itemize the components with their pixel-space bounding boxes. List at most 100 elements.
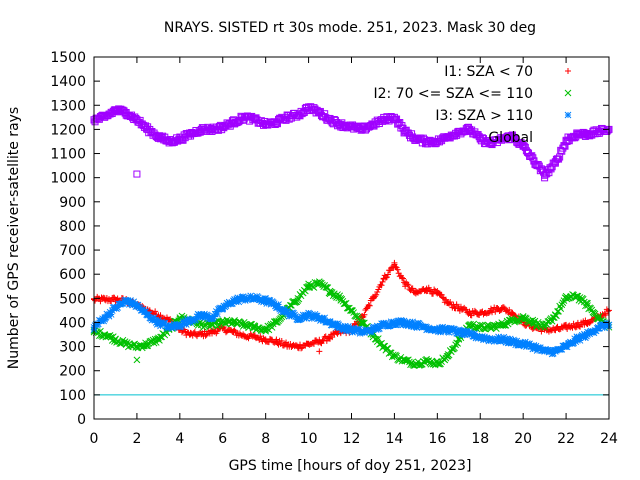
data-point-interp: [404, 281, 411, 288]
data-point-interp: [384, 345, 392, 352]
y-tick-label: 100: [59, 388, 86, 404]
data-point-interp: [530, 342, 538, 349]
data-point-interp: [187, 319, 194, 327]
x-tick-label: 2: [132, 431, 141, 447]
data-point-interp: [191, 328, 198, 335]
y-axis: 0 100 200 300 400 500 600 700 800 900 1000 1100 1200…: [50, 50, 609, 428]
data-point-interp: [155, 316, 162, 324]
y-tick-label: 0: [77, 412, 86, 428]
data-point-interp: [463, 306, 470, 313]
data-point-interp: [485, 337, 493, 345]
data-point-interp: [564, 326, 571, 333]
data-point-interp: [247, 292, 254, 300]
data-point-interp: [234, 294, 242, 302]
data-point-interp: [321, 334, 328, 341]
y-tick-label: 1200: [50, 122, 86, 138]
data-point-interp: [326, 318, 334, 325]
data-point-interp: [101, 315, 109, 323]
data-point-interp: [549, 314, 557, 321]
data-point-interp: [505, 339, 513, 347]
data-point-interp: [292, 313, 300, 320]
data-point-interp: [502, 338, 510, 346]
data-point-interp: [145, 311, 153, 318]
data-point-interp: [347, 307, 354, 314]
data-point-interp: [405, 282, 412, 289]
data-point-interp: [384, 271, 391, 278]
y-tick-label: 1000: [50, 171, 86, 187]
data-point-interp: [459, 327, 467, 334]
legend: I1: SZA < 70 I2: 70 <= SZA <= 110 I3: SZA …: [373, 64, 572, 146]
data-point-interp: [114, 304, 121, 311]
data-point-interp: [400, 275, 406, 282]
data-point-interp: [451, 326, 458, 333]
data-point-interp: [575, 323, 582, 330]
data-point-interp: [358, 320, 366, 327]
data-point-interp: [400, 317, 408, 325]
data-point-interp: [409, 318, 417, 326]
legend-label: I2: 70 <= SZA <= 110: [373, 86, 533, 102]
x-axis: 0 2 4 6 8 10 12 14 16 18 20 22 24: [90, 57, 618, 447]
data-point-interp: [604, 322, 612, 330]
data-point-interp: [182, 321, 190, 328]
data-point-interp: [520, 342, 528, 350]
legend-marker: [564, 89, 572, 97]
x-tick-label: 0: [90, 431, 99, 447]
data-point-interp: [437, 328, 444, 336]
data-point-interp: [558, 346, 566, 353]
outlier-point: [316, 348, 323, 355]
data-point-interp: [500, 304, 507, 311]
data-point-interp: [329, 334, 336, 341]
data-point-interp: [604, 126, 612, 134]
x-tick-label: 24: [600, 431, 618, 447]
data-point-interp: [435, 360, 442, 368]
data-point-interp: [199, 314, 206, 322]
data-point-interp: [485, 309, 492, 316]
data-point-interp: [150, 339, 158, 347]
data-point-interp: [570, 339, 577, 347]
data-point-interp: [214, 310, 221, 318]
data-point-interp: [378, 282, 385, 289]
data-point-interp: [324, 284, 332, 291]
data-point-interp: [600, 321, 607, 328]
data-point-interp: [411, 321, 419, 329]
data-point-interp: [439, 323, 447, 331]
data-point-interp: [321, 314, 329, 322]
data-point-interp: [492, 337, 500, 344]
data-point-interp: [196, 313, 204, 321]
data-point-interp: [382, 274, 389, 281]
data-point-interp: [366, 302, 373, 309]
data-point-interp: [572, 324, 579, 331]
data-point-interp: [270, 300, 278, 308]
data-point-interp: [365, 301, 372, 308]
data-point-interp: [506, 306, 513, 313]
data-point-interp: [601, 324, 609, 332]
y-tick-label: 700: [59, 243, 86, 259]
data-point-interp: [553, 312, 560, 320]
y-tick-label: 500: [59, 291, 86, 307]
data-point-interp: [275, 301, 282, 308]
data-point-interp: [260, 298, 267, 306]
y-axis-label: Number of GPS receiver-satellite rays: [6, 107, 22, 369]
data-point-interp: [298, 313, 306, 321]
data-point-interp: [152, 308, 159, 315]
data-point-interp: [406, 319, 413, 326]
data-point-interp: [557, 305, 565, 313]
data-point-interp: [495, 333, 502, 341]
y-tick-label: 800: [59, 219, 86, 235]
x-tick-label: 6: [218, 431, 227, 447]
data-point-interp: [349, 307, 356, 314]
data-point-interp: [584, 299, 591, 307]
data-point-interp: [396, 320, 404, 328]
data-point-interp: [394, 266, 401, 273]
data-point-interp: [454, 340, 462, 347]
data-point-interp: [150, 314, 158, 321]
data-point-interp: [297, 315, 305, 323]
data-point-interp: [94, 320, 102, 328]
data-point-interp: [494, 305, 501, 312]
data-point-interp: [528, 342, 536, 350]
y-tick-label: 900: [59, 195, 86, 211]
data-point-interp: [240, 294, 248, 302]
data-point-interp: [445, 329, 453, 336]
data-point-interp: [503, 335, 511, 343]
